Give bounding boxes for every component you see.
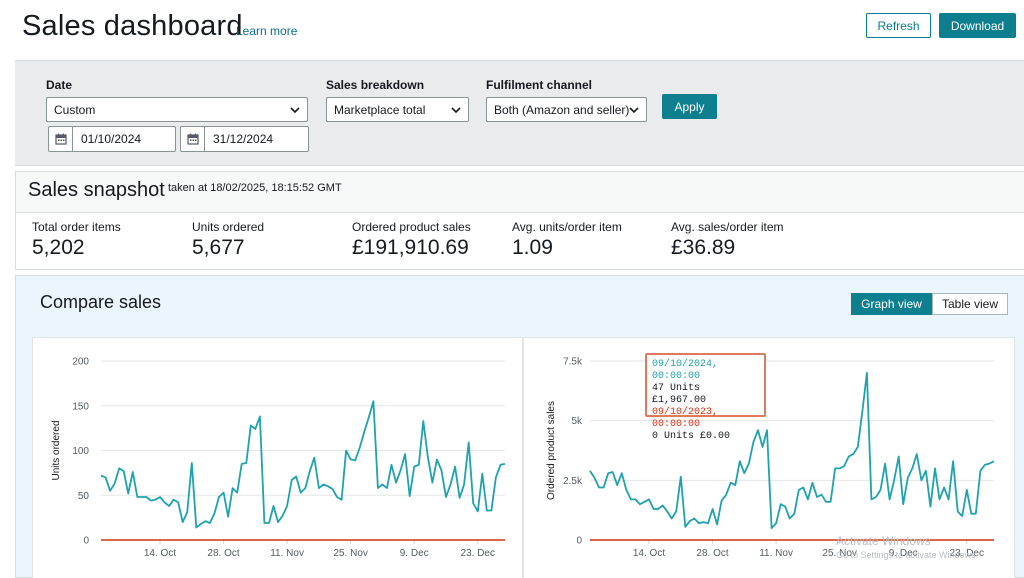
units-chart-panel: 0 50 100 150 200 Units ordered 14. Oct 28. Oct 1… — [32, 337, 523, 578]
y-tick-label: 2.5k — [563, 476, 583, 487]
compare-sales-title: Compare sales — [40, 292, 162, 312]
units-ordered-chart: 0 50 100 150 200 Units ordered 14. Oct 28. Oct 1… — [51, 357, 506, 559]
ordered-sales-chart: 0 2.5k 5k 7.5k Ordered product sales 14. Oct 2… — [546, 357, 995, 559]
y-tick-label: 7.5k — [563, 357, 583, 368]
y-axis-label: Ordered product sales — [546, 401, 557, 500]
metric-value: £191,910.69 — [352, 236, 469, 259]
calendar-icon[interactable] — [181, 127, 205, 151]
x-tick-label: 14. Oct — [633, 548, 665, 559]
y-tick-label: 0 — [576, 536, 582, 547]
x-tick-label: 25. Nov — [822, 548, 856, 559]
sales-snapshot-panel: Sales snapshot taken at 18/02/2025, 18:1… — [15, 171, 1024, 270]
x-tick-label: 23. Dec — [950, 548, 984, 559]
x-tick-label: 25. Nov — [333, 548, 367, 559]
x-tick-label: 14. Oct — [144, 548, 176, 559]
metric-value: 5,202 — [32, 236, 85, 259]
chevron-down-icon — [629, 107, 639, 114]
tooltip-previous-date: 09/10/2023, 00:00:00 — [652, 407, 719, 430]
end-date-input[interactable]: 31/12/2024 — [180, 126, 309, 152]
x-tick-label: 28. Oct — [207, 548, 239, 559]
activate-windows-hint: Go to Settings to activate Windows. — [836, 550, 979, 560]
y-tick-label: 0 — [83, 536, 89, 547]
x-tick-label: 11. Nov — [270, 548, 304, 559]
sales-breakdown-select[interactable]: Marketplace total — [326, 97, 469, 122]
metric-value: 5,677 — [192, 236, 245, 259]
y-tick-label: 100 — [72, 446, 89, 457]
metric-value: 1.09 — [512, 236, 553, 259]
breakdown-value: Marketplace total — [334, 102, 426, 117]
x-tick-label: 11. Nov — [759, 548, 793, 559]
y-axis-label: Units ordered — [51, 420, 62, 480]
learn-more-link[interactable]: Learn more — [236, 24, 298, 38]
y-tick-label: 200 — [72, 357, 89, 368]
y-tick-label: 5k — [571, 416, 583, 427]
apply-button[interactable]: Apply — [662, 94, 717, 119]
start-date-value: 01/10/2024 — [81, 132, 142, 146]
fulfilment-channel-select[interactable]: Both (Amazon and seller) — [486, 97, 647, 122]
metric-label: Avg. units/order item — [512, 220, 622, 234]
snapshot-timestamp: taken at 18/02/2025, 18:15:52 GMT — [168, 182, 342, 194]
channel-label: Fulfilment channel — [486, 78, 593, 92]
calendar-icon[interactable] — [49, 127, 73, 151]
download-button[interactable]: Download — [939, 13, 1016, 38]
start-date-input[interactable]: 01/10/2024 — [48, 126, 176, 152]
x-tick-label: 9. Dec — [400, 548, 429, 559]
chevron-down-icon — [451, 107, 461, 114]
breakdown-label: Sales breakdown — [326, 78, 425, 92]
x-tick-label: 28. Oct — [696, 548, 728, 559]
refresh-button[interactable]: Refresh — [866, 13, 931, 38]
tooltip-current-values: 47 Units £1,967.00 — [652, 383, 707, 406]
table-view-toggle[interactable]: Table view — [932, 293, 1008, 315]
x-tick-label: 23. Dec — [461, 548, 495, 559]
tooltip-previous-values: 0 Units £0.00 — [652, 431, 731, 442]
metric-label: Units ordered — [192, 220, 265, 234]
top-bar: Sales dashboard Learn more Refresh Downl… — [0, 0, 1024, 60]
activate-windows-watermark: Activate Windows — [836, 534, 931, 548]
date-label: Date — [46, 78, 73, 92]
metric-label: Avg. sales/order item — [671, 220, 784, 234]
chart-tooltip: 09/10/2024, 00:00:00 47 Units £1,967.00 … — [645, 353, 766, 442]
chevron-down-icon — [290, 107, 300, 114]
y-tick-label: 150 — [72, 401, 89, 412]
x-tick-label: 9. Dec — [889, 548, 918, 559]
filter-panel: Date Custom 01/10/2024 31/12/2024 Sales … — [15, 60, 1024, 166]
y-tick-label: 50 — [78, 491, 90, 502]
sales-chart-panel: 0 2.5k 5k 7.5k Ordered product sales 14. Oct 2… — [523, 337, 1015, 578]
compare-sales-panel: Compare sales Graph view Table view 0 50 1… — [15, 275, 1024, 578]
metric-label: Ordered product sales — [352, 220, 471, 234]
current-series-line — [100, 400, 506, 529]
end-date-value: 31/12/2024 — [213, 132, 274, 146]
channel-value: Both (Amazon and seller) — [494, 102, 630, 117]
graph-view-toggle[interactable]: Graph view — [851, 293, 932, 315]
metric-label: Total order items — [32, 220, 121, 234]
metric-value: £36.89 — [671, 236, 736, 259]
date-range-value: Custom — [54, 102, 96, 117]
page-title: Sales dashboard — [22, 10, 243, 42]
snapshot-header: Sales snapshot taken at 18/02/2025, 18:1… — [16, 172, 1024, 213]
current-series-line — [589, 372, 995, 530]
snapshot-title: Sales snapshot — [28, 179, 165, 201]
date-range-select[interactable]: Custom — [46, 97, 308, 122]
tooltip-current-date: 09/10/2024, 00:00:00 — [652, 359, 719, 382]
